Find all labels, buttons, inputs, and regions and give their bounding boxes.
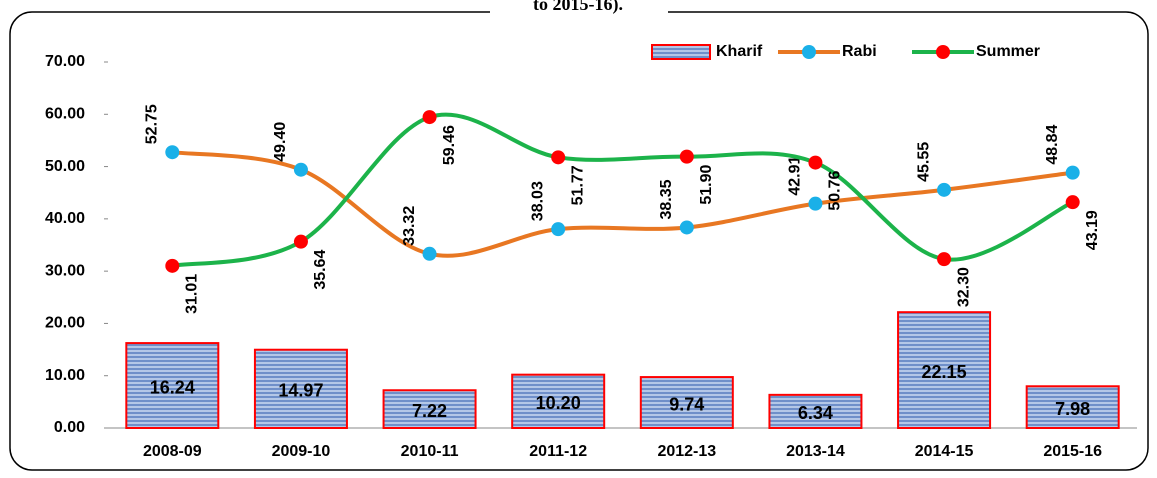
legend-label: Summer (976, 43, 1040, 60)
line-value-label: 45.55 (915, 142, 932, 182)
line-marker (165, 258, 180, 273)
line-marker (679, 149, 694, 164)
line-marker (551, 150, 566, 165)
y-tick-label: 40.00 (45, 210, 85, 227)
line-value-label: 38.35 (658, 179, 675, 219)
x-tick-label: 2012-13 (657, 443, 716, 460)
line-marker (165, 145, 180, 160)
line-value-label: 48.84 (1044, 125, 1061, 165)
line (172, 150, 1073, 258)
bar (639, 376, 734, 429)
legend-label: Rabi (842, 43, 877, 60)
line-marker (679, 220, 694, 235)
line-value-label: 51.77 (569, 165, 586, 205)
legend-marker (936, 45, 950, 59)
line-value-label: 52.75 (144, 104, 161, 144)
line-marker (422, 246, 437, 261)
x-tick-label: 2013-14 (786, 443, 845, 460)
x-tick-label: 2008-09 (143, 443, 202, 460)
bar-value-label: 16.24 (150, 377, 195, 397)
line-value-label: 59.46 (441, 125, 458, 165)
bar (897, 311, 992, 429)
line-value-label: 42.91 (787, 156, 804, 196)
bar-value-label: 7.22 (412, 401, 447, 421)
line-marker (551, 222, 566, 237)
bar (125, 342, 220, 430)
bar (1025, 385, 1120, 429)
line-marker (808, 196, 823, 211)
line-marker (937, 252, 952, 267)
x-tick-label: 2010-11 (401, 443, 459, 460)
y-tick-label: 50.00 (45, 158, 85, 175)
y-tick-label: 10.00 (45, 367, 85, 384)
line-marker (422, 110, 437, 125)
line-marker (1065, 165, 1080, 180)
line-value-label: 33.32 (401, 206, 418, 246)
chart-title: to 2015-16). (533, 0, 623, 15)
line-value-label: 38.03 (529, 181, 546, 221)
x-tick-label: 2014-15 (915, 443, 974, 460)
line-value-label: 35.64 (312, 250, 329, 290)
x-tick-label: 2015-16 (1043, 443, 1102, 460)
bar-value-label: 10.20 (536, 393, 581, 413)
y-tick-label: 20.00 (45, 315, 85, 332)
bar-value-label: 7.98 (1055, 399, 1090, 419)
x-tick-label: 2009-10 (272, 443, 331, 460)
line-marker (808, 155, 823, 170)
bar-value-label: 14.97 (278, 381, 323, 401)
bar-value-label: 9.74 (669, 394, 704, 414)
y-tick-label: 60.00 (45, 106, 85, 123)
line-value-label: 31.01 (184, 274, 201, 314)
x-tick-label: 2011-12 (529, 443, 587, 460)
line-value-label: 50.76 (827, 170, 844, 210)
line-value-label: 49.40 (272, 122, 289, 162)
bar (253, 348, 348, 429)
line-value-label: 51.90 (698, 165, 715, 205)
bar-value-label: 6.34 (798, 403, 833, 423)
bar (382, 389, 477, 430)
legend-label: Kharif (716, 43, 763, 60)
legend-marker (802, 45, 816, 59)
line-marker (293, 162, 308, 177)
title-backdrop (490, 0, 668, 20)
y-tick-label: 70.00 (45, 53, 85, 70)
y-tick-label: 30.00 (45, 262, 85, 279)
line-value-label: 43.19 (1084, 210, 1101, 250)
bar-value-label: 22.15 (922, 362, 967, 382)
line-marker (937, 182, 952, 197)
bar (511, 373, 606, 430)
y-tick-label: 0.00 (54, 419, 85, 436)
line-value-label: 32.30 (955, 267, 972, 307)
line (171, 112, 1074, 268)
legend-swatch (651, 44, 711, 60)
bar (768, 393, 863, 430)
line-marker (293, 234, 308, 249)
line-marker (1065, 195, 1080, 210)
